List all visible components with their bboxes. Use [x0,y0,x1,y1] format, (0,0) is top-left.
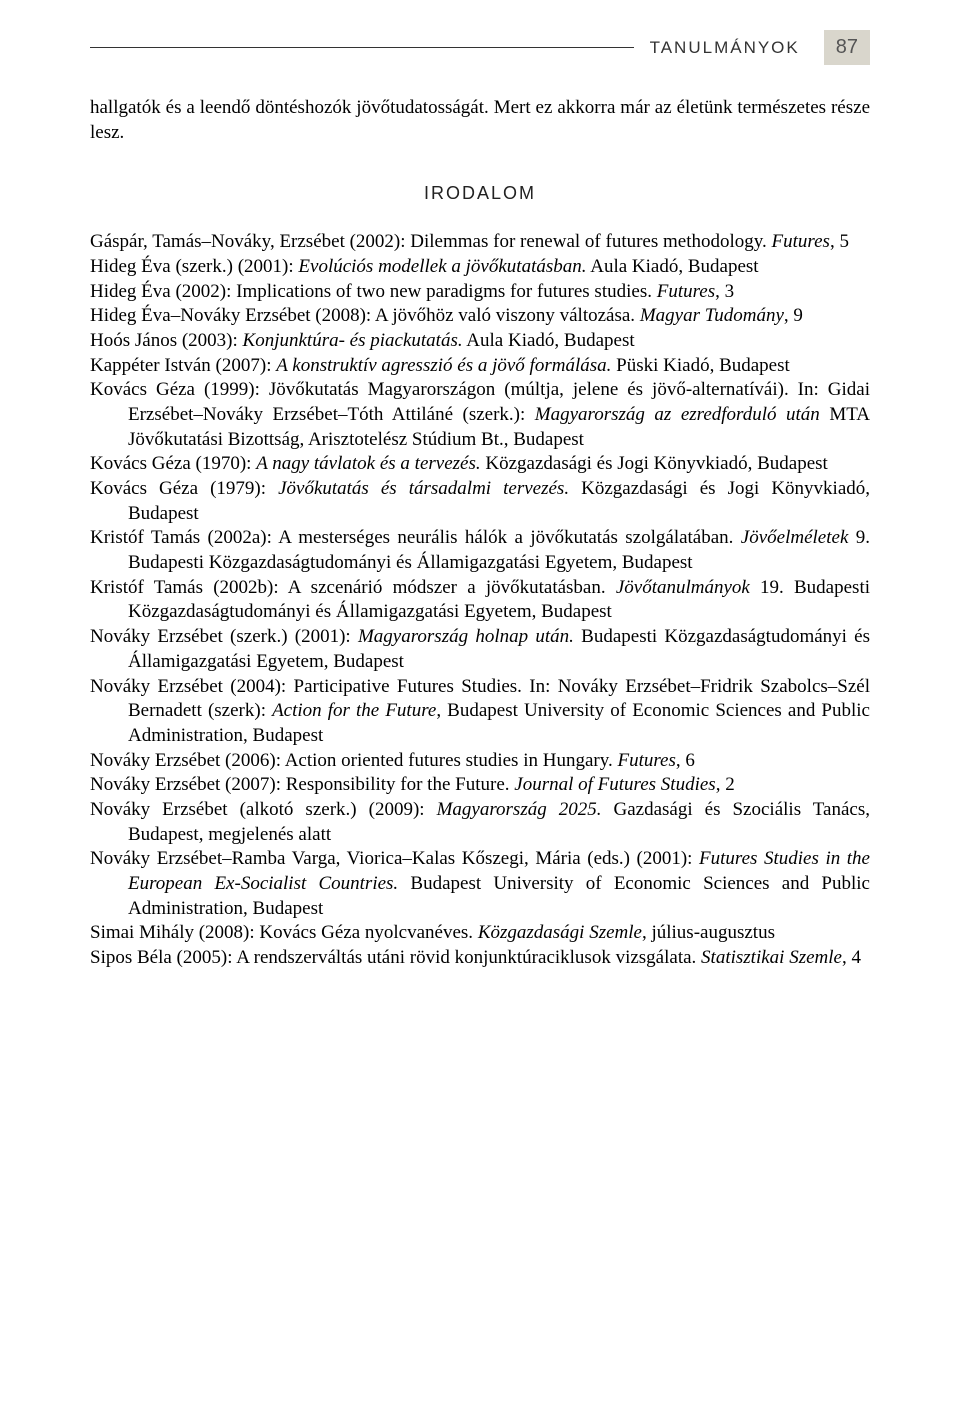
bib-entry: Hideg Éva (szerk.) (2001): Evolúciós mod… [90,255,870,280]
bib-entry: Kristóf Tamás (2002b): A szcenárió módsz… [90,576,870,625]
section-title: IRODALOM [90,183,870,204]
header-title: TANULMÁNYOK [650,38,800,58]
bib-entry: Kristóf Tamás (2002a): A mesterséges neu… [90,526,870,575]
bib-entry: Nováky Erzsébet (2004): Participative Fu… [90,675,870,749]
bib-entry: Sipos Béla (2005): A rendszerváltás után… [90,946,870,971]
bib-entry: Simai Mihály (2008): Kovács Géza nyolcva… [90,921,870,946]
bib-entry: Nováky Erzsébet (alkotó szerk.) (2009): … [90,798,870,847]
intro-paragraph: hallgatók és a leendő döntéshozók jövőtu… [90,95,870,145]
bib-entry: Hideg Éva (2002): Implications of two ne… [90,280,870,305]
bibliography-list: Gáspár, Tamás–Nováky, Erzsébet (2002): D… [90,230,870,971]
header-divider [90,47,634,48]
bib-entry: Kovács Géza (1999): Jövőkutatás Magyaror… [90,378,870,452]
bib-entry: Nováky Erzsébet (2007): Responsibility f… [90,773,870,798]
page-header: TANULMÁNYOK 87 [90,30,870,65]
bib-entry: Kappéter István (2007): A konstruktív ag… [90,354,870,379]
page-number: 87 [824,30,870,65]
bib-entry: Hideg Éva–Nováky Erzsébet (2008): A jövő… [90,304,870,329]
bib-entry: Gáspár, Tamás–Nováky, Erzsébet (2002): D… [90,230,870,255]
bib-entry: Nováky Erzsébet–Ramba Varga, Viorica–Kal… [90,847,870,921]
bib-entry: Kovács Géza (1979): Jövőkutatás és társa… [90,477,870,526]
bib-entry: Kovács Géza (1970): A nagy távlatok és a… [90,452,870,477]
bib-entry: Hoós János (2003): Konjunktúra- és piack… [90,329,870,354]
bib-entry: Nováky Erzsébet (szerk.) (2001): Magyaro… [90,625,870,674]
bib-entry: Nováky Erzsébet (2006): Action oriented … [90,749,870,774]
